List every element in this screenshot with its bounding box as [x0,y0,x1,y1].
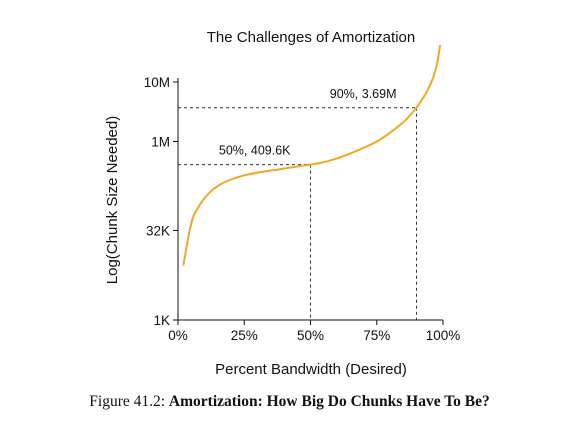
x-axis-title: Percent Bandwidth (Desired) [215,361,407,378]
x-tick-label: 50% [297,328,324,343]
annotation-label: 50%, 409.6K [219,144,291,158]
y-tick-label: 1M [151,135,170,150]
annotation-label: 90%, 3.69M [330,87,397,101]
caption-bold: Amortization: How Big Do Chunks Have To … [169,393,490,410]
y-tick-label: 1K [153,313,170,328]
y-tick-label: 32K [146,223,170,238]
x-tick-label: 75% [363,328,390,343]
annotations: 50%, 409.6K 90%, 3.69M [219,87,397,158]
y-tick-label: 10M [144,75,170,90]
x-tick-label: 0% [168,328,188,343]
y-axis-title: Log(Chunk Size Needed) [104,116,121,284]
x-tick-label: 25% [231,328,258,343]
figure-caption: Figure 41.2: Amortization: How Big Do Ch… [0,393,579,411]
x-tick-label: 100% [426,328,461,343]
caption-prefix: Figure 41.2: [89,393,169,410]
chart-title: The Challenges of Amortization [207,29,415,46]
axes: 1K 32K 1M 10M 0% 25% 50% 75% 100% [144,75,461,343]
